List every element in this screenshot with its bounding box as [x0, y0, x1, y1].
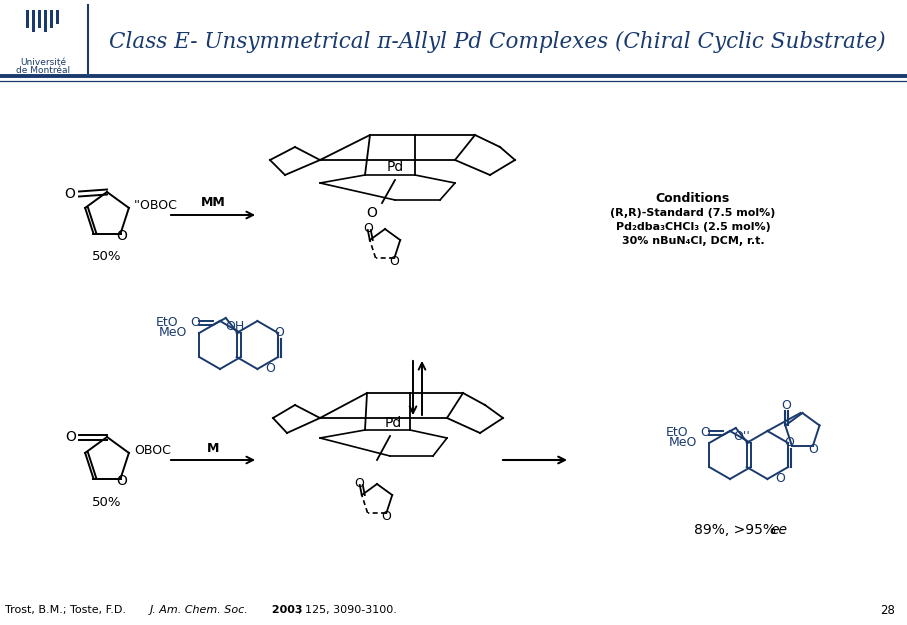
Text: O: O: [274, 326, 284, 339]
Text: de Montréal: de Montréal: [16, 66, 70, 75]
Text: O: O: [266, 362, 276, 376]
Text: J. Am. Chem. Soc.: J. Am. Chem. Soc.: [150, 605, 249, 615]
Text: O: O: [64, 187, 75, 201]
Text: MeO: MeO: [668, 436, 697, 449]
Text: MeO: MeO: [159, 326, 187, 339]
Text: Université: Université: [20, 58, 66, 67]
Text: O: O: [808, 443, 818, 456]
Bar: [44, 10, 47, 32]
Text: Pd: Pd: [385, 416, 402, 430]
Text: Class E- Unsymmetrical π-Allyl Pd Complexes (Chiral Cyclic Substrate): Class E- Unsymmetrical π-Allyl Pd Comple…: [109, 31, 885, 53]
Text: O: O: [363, 221, 373, 234]
Text: O: O: [366, 206, 377, 220]
Text: EtO: EtO: [156, 316, 179, 329]
Bar: [38, 10, 41, 28]
Text: O: O: [116, 229, 127, 242]
Text: M: M: [207, 441, 219, 454]
Text: O: O: [700, 426, 709, 439]
Text: OH: OH: [225, 319, 244, 332]
Text: , 125, 3090-3100.: , 125, 3090-3100.: [298, 605, 397, 615]
Text: Conditions: Conditions: [656, 191, 730, 204]
Text: O'': O'': [733, 429, 750, 442]
Text: EtO: EtO: [666, 426, 688, 439]
Text: 50%: 50%: [93, 496, 122, 509]
Text: 89%, >95%: 89%, >95%: [694, 523, 776, 537]
Text: O: O: [116, 474, 127, 488]
Text: O: O: [781, 399, 791, 412]
Text: 2003: 2003: [268, 605, 303, 615]
Text: (R,R)-Standard (7.5 mol%): (R,R)-Standard (7.5 mol%): [610, 208, 775, 218]
Bar: [32, 10, 35, 32]
Text: ''OBOC: ''OBOC: [134, 199, 178, 212]
Text: O: O: [382, 511, 391, 524]
Text: Trost, B.M.; Toste, F.D.: Trost, B.M.; Toste, F.D.: [5, 605, 130, 615]
Text: O: O: [354, 476, 364, 489]
Text: O: O: [190, 316, 200, 329]
Text: 28: 28: [880, 604, 895, 616]
Text: O: O: [775, 472, 785, 486]
Bar: [50, 10, 53, 28]
Text: O: O: [65, 430, 76, 444]
Text: 50%: 50%: [93, 251, 122, 264]
Text: Pd: Pd: [386, 160, 404, 174]
Text: OBOC: OBOC: [134, 444, 171, 458]
Bar: [56, 10, 59, 24]
Text: O: O: [785, 436, 795, 449]
Text: O: O: [389, 256, 399, 269]
Text: Pd₂dba₃CHCl₃ (2.5 mol%): Pd₂dba₃CHCl₃ (2.5 mol%): [616, 222, 770, 232]
Text: ee: ee: [770, 523, 787, 537]
Bar: [26, 10, 29, 28]
Text: 30% nBuN₄Cl, DCM, r.t.: 30% nBuN₄Cl, DCM, r.t.: [621, 236, 765, 246]
Text: MM: MM: [200, 196, 225, 209]
